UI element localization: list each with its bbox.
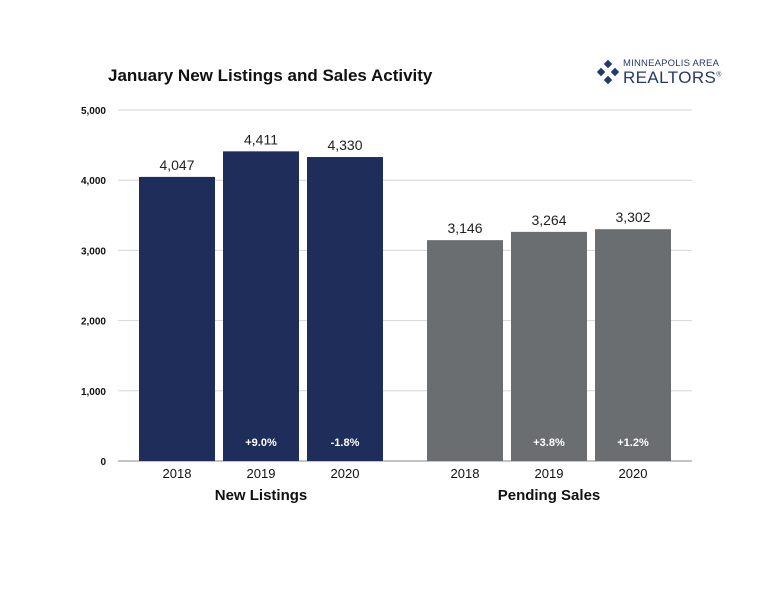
logo-main-text: REALTORS® (623, 68, 722, 88)
bar (223, 151, 299, 462)
bar (307, 157, 383, 461)
y-tick-label: 3,000 (81, 246, 106, 257)
x-tick-label: 2020 (331, 466, 360, 481)
bar-change-label: +1.2% (617, 437, 649, 449)
x-tick-label: 2019 (247, 466, 276, 481)
bar-value-label: 4,330 (327, 137, 362, 153)
y-tick-label: 2,000 (81, 317, 106, 328)
chart-title: January New Listings and Sales Activity (108, 66, 433, 85)
bar-value-label: 3,302 (615, 209, 650, 225)
logo-main-word: REALTORS (623, 68, 717, 87)
x-tick-label: 2018 (451, 466, 480, 481)
y-tick-label: 5,000 (81, 106, 106, 117)
x-tick-label: 2020 (619, 466, 648, 481)
x-tick-label: 2018 (163, 466, 192, 481)
y-axis-ticks: 0 1,000 2,000 3,000 4,000 5,000 (81, 106, 106, 468)
bars (139, 151, 671, 462)
bar-labels: 4,047 2018 4,411 +9.0% 2019 4,330 -1.8% 2020 New… (159, 131, 650, 504)
group-label: Pending Sales (498, 487, 601, 504)
bar-value-label: 3,146 (447, 220, 482, 236)
logo-top-text: MINNEAPOLIS AREA (623, 58, 720, 69)
y-tick-label: 1,000 (81, 387, 106, 398)
y-tick-label: 4,000 (81, 176, 106, 187)
bar-change-label: -1.8% (331, 437, 360, 449)
bar (511, 231, 587, 461)
y-tick-label: 0 (100, 457, 106, 468)
diamond-cluster-logo-icon (596, 60, 620, 84)
logo-registered-mark: ® (716, 71, 722, 79)
group-label: New Listings (215, 487, 308, 504)
bar-value-label: 4,411 (244, 131, 278, 147)
x-tick-label: 2019 (535, 466, 564, 481)
bar-value-label: 3,264 (531, 212, 566, 228)
bar (595, 229, 671, 461)
realtors-logo: MINNEAPOLIS AREA REALTORS® (596, 57, 721, 87)
bar-change-label: +9.0% (245, 437, 277, 449)
bar (139, 176, 215, 461)
bar-value-label: 4,047 (159, 157, 194, 173)
bar-change-label: +3.8% (533, 437, 565, 449)
bar (427, 240, 503, 461)
